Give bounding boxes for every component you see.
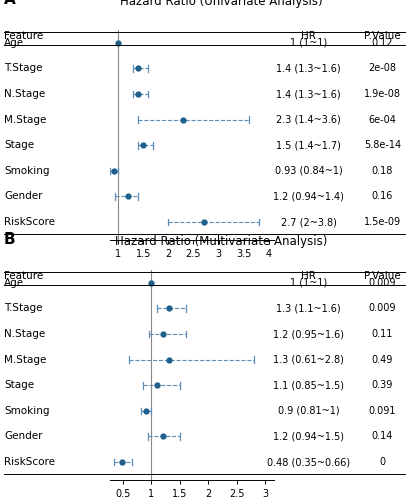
- Text: 0: 0: [380, 457, 385, 467]
- Text: 0.009: 0.009: [369, 304, 396, 314]
- Text: 0.091: 0.091: [369, 406, 396, 416]
- Text: HR: HR: [301, 32, 316, 42]
- Text: 1.2 (0.95~1.6): 1.2 (0.95~1.6): [273, 329, 344, 339]
- Text: 2.3 (1.4~3.6): 2.3 (1.4~3.6): [276, 114, 341, 124]
- Text: 0.12: 0.12: [372, 38, 393, 48]
- Text: A: A: [4, 0, 16, 8]
- Text: Hazard Ratio (Univariate Analysis): Hazard Ratio (Univariate Analysis): [119, 0, 322, 8]
- Text: T.Stage: T.Stage: [4, 304, 43, 314]
- Text: Smoking: Smoking: [4, 406, 49, 416]
- Text: Hazard Ratio (Multivariate Analysis): Hazard Ratio (Multivariate Analysis): [115, 234, 327, 248]
- Text: Age: Age: [4, 38, 24, 48]
- Text: Gender: Gender: [4, 432, 43, 442]
- Text: 1.9e-08: 1.9e-08: [364, 89, 401, 99]
- Text: Age: Age: [4, 278, 24, 288]
- Text: 0.11: 0.11: [372, 329, 393, 339]
- Text: 1 (1~1): 1 (1~1): [290, 278, 328, 288]
- Text: 1.5 (1.4~1.7): 1.5 (1.4~1.7): [276, 140, 341, 150]
- Text: P.Value: P.Value: [364, 272, 401, 281]
- Text: N.Stage: N.Stage: [4, 329, 45, 339]
- Text: 1.3 (1.1~1.6): 1.3 (1.1~1.6): [276, 304, 341, 314]
- Text: 0.009: 0.009: [369, 278, 396, 288]
- Text: 0.49: 0.49: [372, 354, 393, 364]
- Text: 1.2 (0.94~1.4): 1.2 (0.94~1.4): [273, 192, 344, 202]
- Text: T.Stage: T.Stage: [4, 64, 43, 74]
- Text: 0.93 (0.84~1): 0.93 (0.84~1): [275, 166, 343, 176]
- Text: 2e-08: 2e-08: [369, 64, 396, 74]
- Text: Stage: Stage: [4, 140, 34, 150]
- Text: 0.14: 0.14: [372, 432, 393, 442]
- Text: HR: HR: [301, 272, 316, 281]
- Text: B: B: [4, 232, 16, 248]
- Text: 1.3 (0.61~2.8): 1.3 (0.61~2.8): [273, 354, 344, 364]
- Text: 0.9 (0.81~1): 0.9 (0.81~1): [278, 406, 339, 416]
- Text: 1.1 (0.85~1.5): 1.1 (0.85~1.5): [273, 380, 344, 390]
- Text: Gender: Gender: [4, 192, 43, 202]
- Text: Smoking: Smoking: [4, 166, 49, 176]
- Text: 0.39: 0.39: [372, 380, 393, 390]
- Text: 6e-04: 6e-04: [369, 114, 396, 124]
- Text: M.Stage: M.Stage: [4, 354, 47, 364]
- Text: N.Stage: N.Stage: [4, 89, 45, 99]
- Text: 1.4 (1.3~1.6): 1.4 (1.3~1.6): [276, 89, 341, 99]
- Text: Stage: Stage: [4, 380, 34, 390]
- Text: 1 (1~1): 1 (1~1): [290, 38, 328, 48]
- Text: RiskScore: RiskScore: [4, 457, 55, 467]
- Text: 5.8e-14: 5.8e-14: [364, 140, 401, 150]
- Text: RiskScore: RiskScore: [4, 217, 55, 227]
- Text: 1.4 (1.3~1.6): 1.4 (1.3~1.6): [276, 64, 341, 74]
- Text: 1.5e-09: 1.5e-09: [364, 217, 401, 227]
- Text: M.Stage: M.Stage: [4, 114, 47, 124]
- Text: Feature: Feature: [4, 32, 43, 42]
- Text: 0.16: 0.16: [372, 192, 393, 202]
- Text: 2.7 (2~3.8): 2.7 (2~3.8): [281, 217, 337, 227]
- Text: P.Value: P.Value: [364, 32, 401, 42]
- Text: 0.48 (0.35~0.66): 0.48 (0.35~0.66): [267, 457, 351, 467]
- Text: Feature: Feature: [4, 272, 43, 281]
- Text: 0.18: 0.18: [372, 166, 393, 176]
- Text: 1.2 (0.94~1.5): 1.2 (0.94~1.5): [273, 432, 344, 442]
